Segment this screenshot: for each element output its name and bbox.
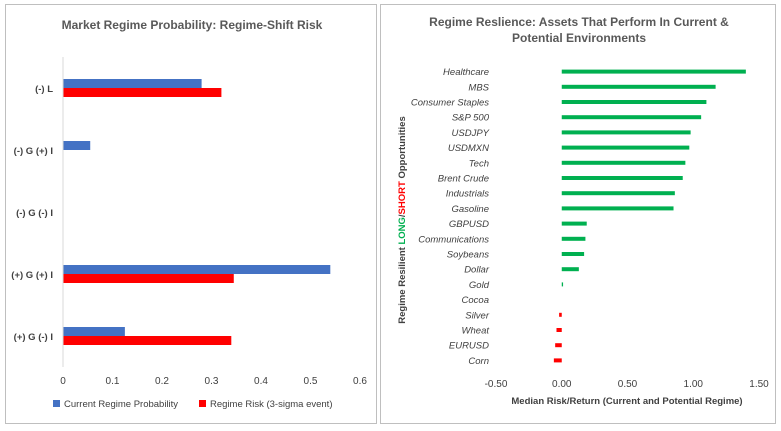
asset-bar (561, 84, 716, 89)
asset-label: Cocoa (462, 295, 489, 306)
category-label: (+) G (-) I (14, 332, 53, 343)
current-probability-bar (63, 141, 91, 150)
regime-probability-chart-panel: Market Regime Probability: Regime-Shift … (5, 4, 377, 424)
category-label: (-) L (35, 84, 53, 95)
legend-label: Current Regime Probability (64, 399, 178, 410)
y-axis-label: Regime Resilient LONG/SHORT Opportunitie… (397, 116, 408, 323)
asset-bar (561, 267, 579, 272)
asset-label: USDJPY (452, 128, 490, 139)
regime-resilience-chart: Regime Reslience: Assets That Perform In… (397, 15, 769, 407)
x-axis-label: Median Risk/Return (Current and Potentia… (511, 396, 742, 407)
current-probability-bar (63, 265, 331, 274)
asset-label: Healthcare (443, 67, 489, 78)
asset-bar (561, 160, 686, 165)
chart-title-line: Regime Reslience: Assets That Perform In… (429, 15, 729, 29)
y-axis-label-part: / (397, 214, 408, 217)
asset-label: Gasoline (452, 204, 490, 215)
asset-bar (561, 252, 585, 256)
asset-label: GBPUSD (449, 219, 489, 230)
x-tick-label: 0.00 (552, 379, 572, 390)
legend-swatch (53, 400, 60, 407)
x-tick-label: 0.5 (304, 376, 318, 387)
asset-bar (561, 176, 683, 180)
asset-bar (559, 312, 562, 317)
x-tick-label: 0.3 (205, 376, 219, 387)
asset-bar (561, 282, 564, 287)
chart-title-line: Potential Environments (512, 31, 646, 45)
asset-bar (561, 130, 691, 135)
asset-bar (561, 100, 707, 104)
legend-label: Regime Risk (3-sigma event) (210, 399, 332, 410)
x-tick-label: 0 (60, 376, 66, 387)
x-tick-label: -0.50 (485, 379, 508, 390)
asset-bar (555, 343, 562, 348)
asset-label: Corn (468, 356, 489, 367)
y-axis-label-part: LONG (397, 217, 408, 244)
current-probability-bar (63, 79, 202, 88)
regime-probability-chart: Market Regime Probability: Regime-Shift … (11, 18, 367, 410)
asset-bar (561, 191, 675, 196)
asset-label: Soybeans (447, 250, 490, 261)
asset-bar (561, 69, 746, 74)
x-tick-label: 0.6 (353, 376, 367, 387)
asset-bar (561, 145, 690, 150)
asset-label: Consumer Staples (411, 98, 489, 109)
x-tick-label: 0.50 (618, 379, 638, 390)
x-tick-label: 1.00 (684, 379, 704, 390)
asset-label: S&P 500 (452, 113, 490, 124)
asset-label: Gold (469, 280, 490, 291)
asset-label: Dollar (464, 265, 490, 276)
asset-label: EURUSD (449, 341, 489, 352)
asset-bar (553, 358, 562, 363)
regime-risk-bar (63, 336, 232, 345)
asset-bar (561, 115, 702, 120)
regime-resilience-chart-panel: Regime Reslience: Assets That Perform In… (380, 4, 776, 424)
asset-bar (556, 328, 562, 332)
asset-label: USDMXN (448, 143, 489, 154)
asset-label: Brent Crude (438, 174, 489, 185)
x-tick-label: 0.1 (106, 376, 120, 387)
y-axis-label-part: Opportunities (397, 116, 408, 181)
regime-risk-bar (63, 88, 222, 97)
x-tick-label: 1.50 (749, 379, 769, 390)
asset-label: Wheat (462, 326, 490, 337)
asset-bar (561, 206, 674, 211)
y-axis-label-part: SHORT (397, 181, 408, 214)
asset-label: Tech (469, 158, 489, 169)
asset-bar (561, 221, 587, 226)
legend-swatch (199, 400, 206, 407)
asset-label: Industrials (446, 189, 490, 200)
asset-label: MBS (468, 82, 489, 93)
category-label: (-) G (+) I (14, 146, 53, 157)
asset-bar (561, 236, 586, 241)
x-tick-label: 0.2 (155, 376, 169, 387)
category-label: (+) G (+) I (11, 270, 53, 281)
y-axis-label-part: Regime Resilient (397, 245, 408, 324)
x-tick-label: 0.4 (254, 376, 268, 387)
asset-label: Silver (465, 310, 490, 321)
chart-title: Market Regime Probability: Regime-Shift … (62, 18, 323, 32)
regime-risk-bar (63, 274, 234, 283)
asset-label: Communications (418, 234, 489, 245)
category-label: (-) G (-) I (16, 208, 53, 219)
current-probability-bar (63, 327, 125, 336)
